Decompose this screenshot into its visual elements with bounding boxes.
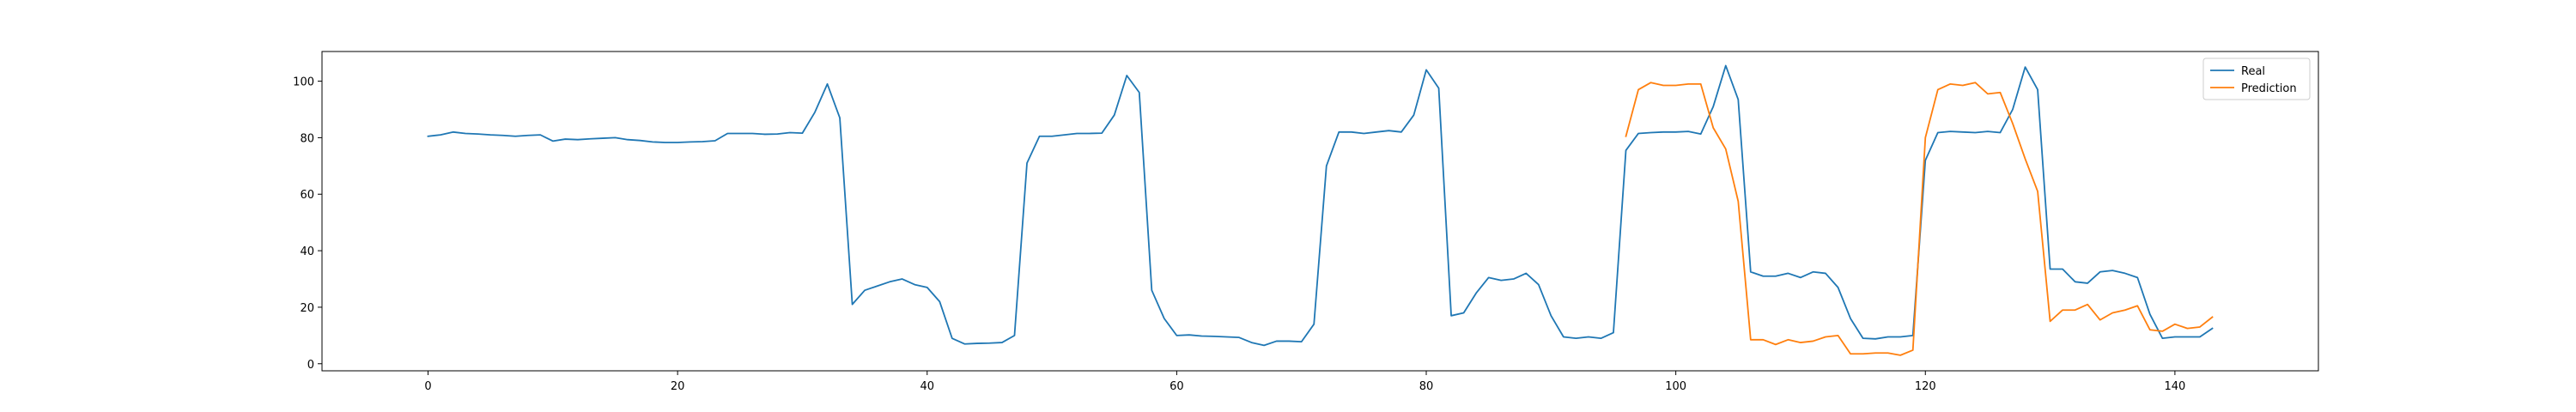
legend: Real Prediction [2202, 58, 2311, 100]
series-line-real [427, 64, 2214, 347]
y-tick-label: 100 [293, 76, 314, 89]
series-group [427, 64, 2214, 356]
x-tick-label: 60 [1170, 380, 1184, 393]
series-line-prediction [1625, 82, 2214, 356]
x-tick-label: 0 [424, 380, 431, 393]
x-tick-label: 20 [671, 380, 685, 393]
x-tick-label: 80 [1419, 380, 1434, 393]
plot-area-frame [321, 51, 2319, 372]
legend-label-real: Real [2241, 65, 2265, 78]
legend-box [2202, 58, 2311, 100]
legend-label-prediction: Prediction [2241, 82, 2297, 95]
x-tick-label: 100 [1665, 380, 1686, 393]
x-ticks: 0 20 40 60 80 100 120 140 [424, 371, 2185, 393]
y-tick-label: 60 [300, 189, 314, 202]
y-tick-label: 0 [307, 359, 314, 372]
y-tick-label: 40 [300, 245, 314, 258]
y-ticks: 0 20 40 60 80 100 [293, 76, 322, 372]
x-tick-label: 140 [2164, 380, 2185, 393]
y-tick-label: 20 [300, 302, 314, 315]
x-tick-label: 120 [1915, 380, 1936, 393]
y-tick-label: 80 [300, 132, 314, 145]
x-tick-label: 40 [920, 380, 934, 393]
